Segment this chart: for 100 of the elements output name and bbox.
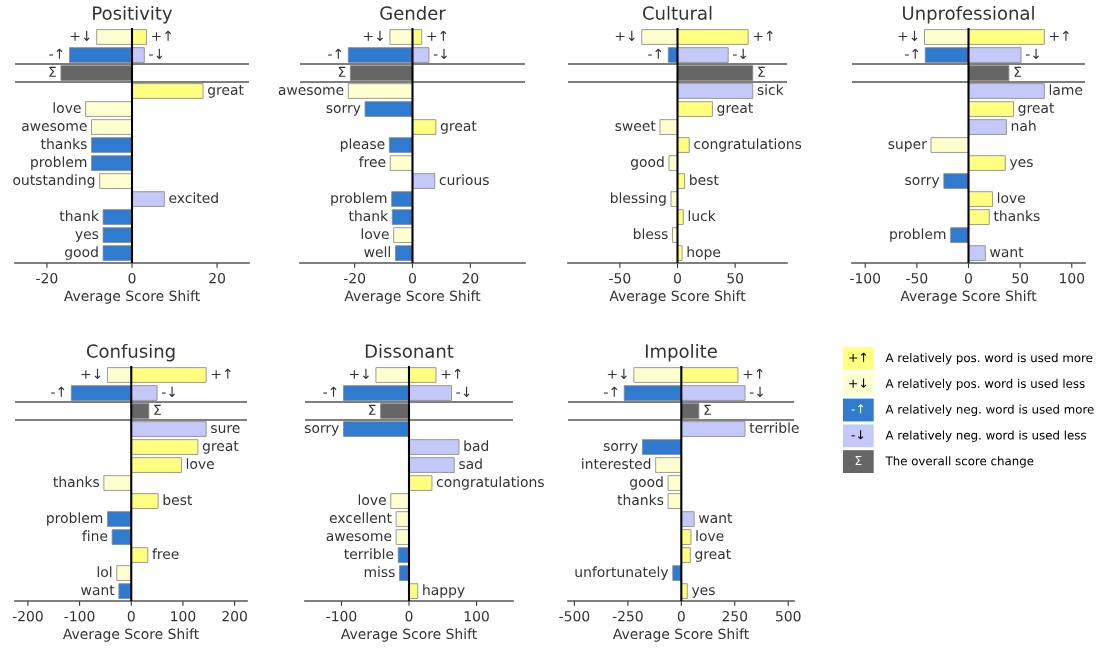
bar: [680, 421, 746, 437]
data-label: hope: [687, 246, 721, 260]
data-label: +↓: [70, 30, 90, 41]
data-label: love: [53, 102, 81, 114]
x-axis-title: Average Score Shift: [340, 628, 477, 642]
chart-title: Unprofessional: [903, 5, 1034, 24]
data-label: sad: [459, 458, 482, 470]
bar: [633, 367, 682, 383]
bar: [102, 245, 133, 261]
data-label: great: [202, 441, 239, 454]
data-label: free: [359, 156, 386, 168]
bar: [343, 421, 410, 437]
bar: [390, 493, 410, 509]
bar: [130, 493, 159, 509]
bar: [667, 493, 682, 509]
bar: [943, 173, 969, 189]
x-axis-title: Average Score Shift: [63, 290, 200, 304]
bar: [389, 155, 413, 171]
data-label: problem: [890, 228, 946, 242]
bar: [131, 47, 145, 63]
data-label: problem: [31, 156, 87, 170]
x-tick-label: -100: [850, 272, 881, 284]
bar: [680, 367, 739, 383]
bar: [968, 101, 1014, 117]
data-label: great: [717, 103, 753, 116]
bar: [667, 475, 682, 491]
x-tick-label: 20: [462, 272, 479, 284]
data-label: -↓: [149, 48, 163, 59]
data-label: good: [65, 246, 98, 260]
data-label: +↓: [363, 30, 383, 41]
x-tick-label: -100: [64, 610, 95, 622]
bar: [680, 511, 695, 527]
data-label: well: [364, 246, 390, 258]
data-label: +↑: [427, 30, 447, 41]
data-label: -↓: [1025, 48, 1040, 59]
bar: [130, 403, 150, 419]
data-label: good: [630, 476, 663, 490]
legend-label: A relatively neg. word is used more: [885, 404, 1094, 417]
data-label: excellent: [329, 512, 392, 524]
data-label: Σ: [154, 404, 161, 415]
data-label: sure: [211, 425, 240, 434]
text: +↓: [849, 378, 867, 388]
data-label: love: [997, 192, 1026, 204]
data-label: sweet: [615, 121, 656, 132]
data-label: best: [690, 174, 719, 186]
data-label: Σ: [1014, 66, 1021, 77]
x-tick-label: -20: [344, 272, 366, 284]
x-tick-label: 50: [1012, 272, 1029, 284]
chart-title: Confusing: [86, 343, 175, 362]
bar: [968, 119, 1007, 135]
data-label: -↑: [905, 48, 919, 59]
bar: [399, 565, 410, 581]
data-label: love: [361, 228, 389, 240]
data-label: thank: [59, 210, 99, 222]
data-label: +↓: [81, 368, 101, 379]
x-tick-label: -50: [609, 272, 631, 284]
bar: [623, 385, 682, 401]
bar: [677, 29, 749, 45]
bar: [347, 83, 413, 99]
data-label: interested: [582, 458, 651, 470]
data-label: unfortunately: [575, 566, 669, 580]
bar: [102, 209, 133, 225]
chart-title: Gender: [380, 5, 446, 20]
bar: [131, 29, 147, 45]
data-label: bad: [464, 440, 489, 452]
data-label: sorry: [603, 443, 638, 454]
data-label: Σ: [704, 404, 711, 415]
data-label: +↑: [743, 368, 763, 379]
x-tick-label: 0: [409, 272, 416, 284]
data-label: curious: [439, 174, 489, 186]
x-tick-label: 100: [171, 610, 196, 622]
data-label: blessing: [610, 192, 666, 206]
bar: [641, 439, 682, 455]
x-axis-title: Average Score Shift: [62, 628, 199, 642]
x-tick-label: 0: [127, 610, 135, 622]
data-label: -↓: [456, 386, 470, 397]
bar: [347, 47, 413, 63]
x-tick-label: 100: [464, 610, 489, 622]
data-label: yes: [691, 587, 715, 598]
data-label: congratulations: [436, 476, 544, 490]
data-label: Σ: [758, 66, 765, 77]
bar: [343, 385, 410, 401]
data-label: +↓: [607, 368, 627, 379]
data-label: miss: [364, 566, 395, 578]
legend-label: A relatively pos. word is used more: [885, 353, 1093, 365]
bar: [130, 385, 158, 401]
data-label: luck: [688, 210, 716, 222]
x-axis-title: Average Score Shift: [344, 290, 481, 304]
data-label: -↑: [323, 386, 337, 397]
chart-title: Dissonant: [365, 343, 454, 358]
x-tick-label: -500: [559, 610, 590, 622]
data-label: -↑: [51, 386, 65, 397]
data-label: -↑: [648, 48, 662, 59]
bar: [408, 475, 433, 491]
text: -↑: [851, 404, 864, 414]
x-axis-title: Average Score Shift: [900, 290, 1037, 304]
chart-title: Impolite: [645, 343, 717, 362]
data-label: +↓: [615, 30, 635, 41]
legend-label: A relatively neg. word is used less: [885, 430, 1086, 442]
bar: [70, 385, 132, 401]
